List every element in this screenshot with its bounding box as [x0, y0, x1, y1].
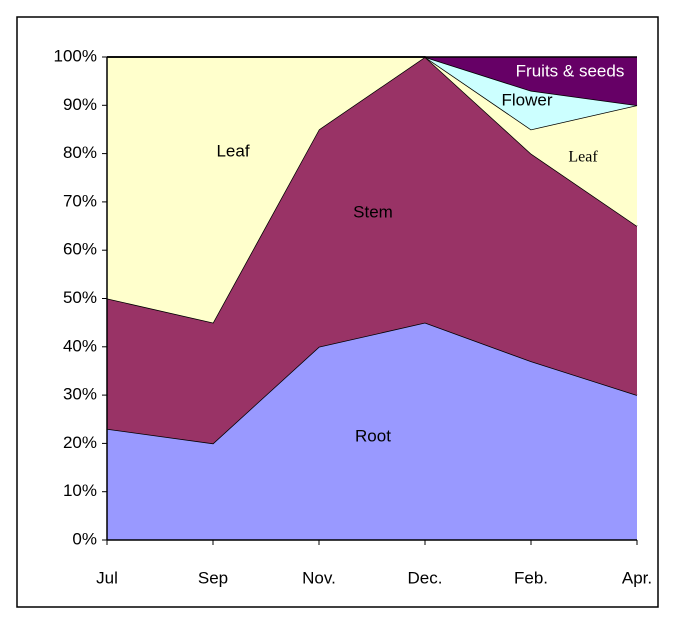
chart-frame	[16, 16, 659, 608]
area	[107, 57, 637, 130]
y-tick-label: 50%	[63, 288, 97, 307]
y-tick-label: 70%	[63, 191, 97, 210]
area	[107, 57, 637, 444]
series-label: Stem	[353, 202, 393, 221]
area	[107, 57, 637, 323]
y-tick-label: 0%	[72, 529, 97, 548]
x-tick-label: Nov.	[302, 568, 336, 587]
y-tick-label: 100%	[54, 46, 97, 65]
y-tick-label: 10%	[63, 481, 97, 500]
series-label: Root	[355, 426, 391, 445]
annotation: Leaf	[568, 149, 598, 166]
y-tick-label: 30%	[63, 385, 97, 404]
series-label: Leaf	[216, 141, 249, 160]
y-tick-label: 80%	[63, 143, 97, 162]
series-label: Fruits & seeds	[516, 61, 625, 80]
area	[107, 57, 637, 106]
y-tick-label: 60%	[63, 240, 97, 259]
y-tick-label: 20%	[63, 433, 97, 452]
area	[107, 322, 637, 540]
x-tick-label: Feb.	[514, 568, 548, 587]
x-tick-label: Sep	[198, 568, 228, 587]
x-tick-label: Jul	[96, 568, 118, 587]
x-tick-label: Apr.	[622, 568, 652, 587]
y-tick-label: 40%	[63, 336, 97, 355]
y-tick-label: 90%	[63, 95, 97, 114]
series-label: Flower	[501, 90, 552, 109]
x-tick-label: Dec.	[408, 568, 443, 587]
